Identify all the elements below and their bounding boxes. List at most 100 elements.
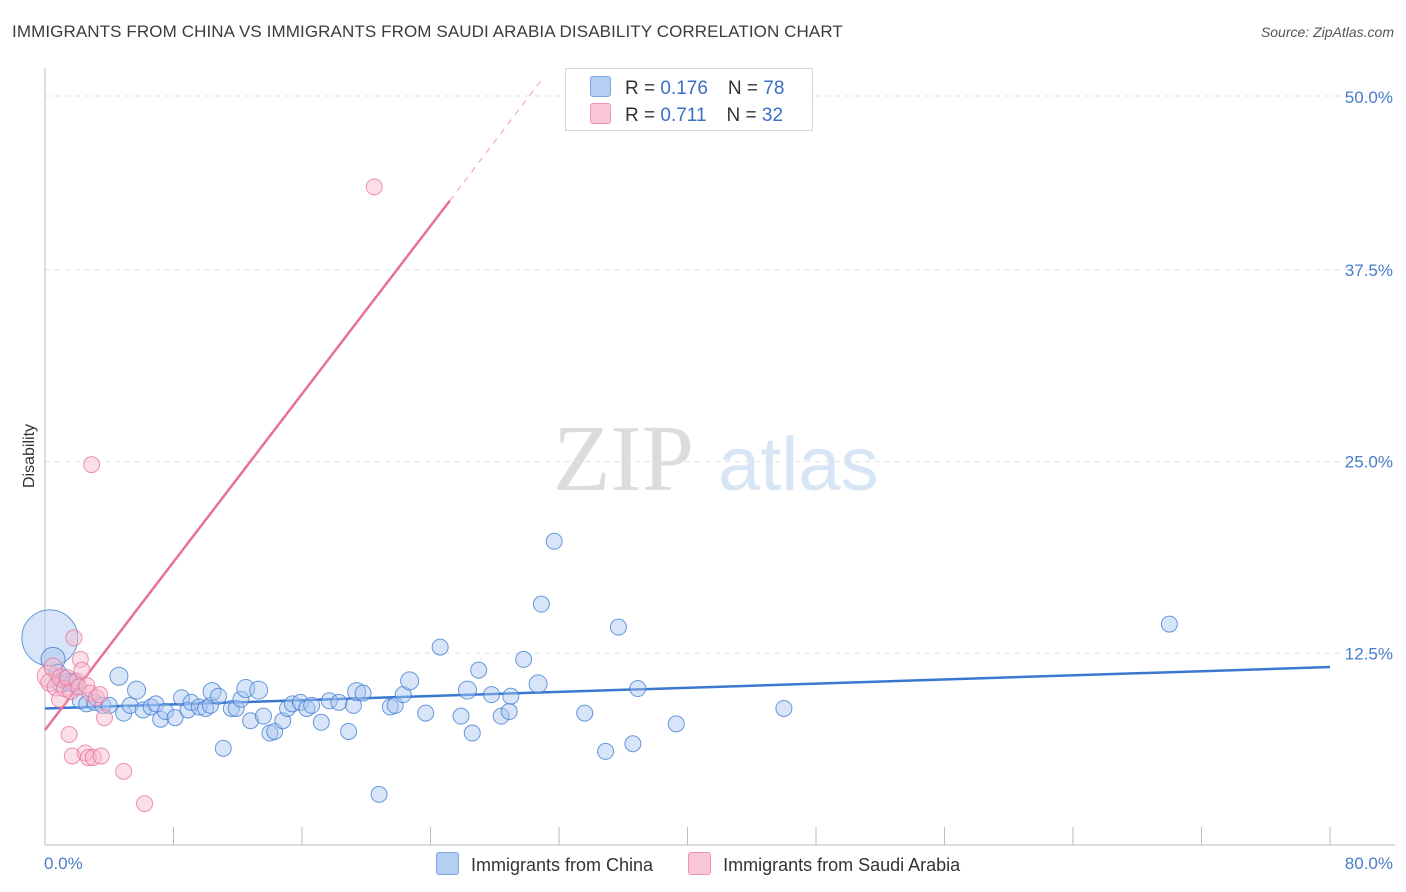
y-tick-label: 37.5% — [1345, 261, 1393, 280]
china-point — [347, 682, 367, 702]
china-point — [463, 724, 481, 742]
china-point — [344, 696, 362, 714]
china-point — [492, 707, 510, 725]
y-tick-label: 12.5% — [1345, 644, 1393, 663]
y-tick-label: 50.0% — [1345, 88, 1393, 107]
saudi-point — [91, 686, 109, 704]
china-point — [483, 686, 501, 704]
saudi-point — [60, 726, 78, 744]
saudi-point — [87, 689, 105, 707]
saudi-point — [136, 795, 154, 813]
saudi-point — [365, 178, 383, 196]
china-point — [528, 674, 548, 694]
china-point — [340, 722, 358, 740]
china-point — [330, 693, 348, 711]
china-point — [182, 693, 200, 711]
china-point — [21, 609, 79, 667]
legend-n-value-china: 78 — [763, 78, 785, 99]
china-point — [1160, 615, 1178, 633]
china-point — [500, 703, 518, 721]
china-point — [502, 687, 520, 705]
china-trend-line — [44, 665, 1331, 710]
china-point — [452, 707, 470, 725]
bottom-legend-swatch-saudi — [688, 852, 712, 875]
china-point — [214, 739, 232, 757]
legend-r-value-china: 0.176 — [660, 78, 708, 99]
y-tick-label: 25.0% — [1345, 453, 1393, 472]
saudi-point — [58, 669, 76, 687]
china-point — [121, 696, 139, 714]
legend-r-value-saudi: 0.711 — [660, 105, 707, 126]
china-point — [431, 638, 449, 656]
saudi-point — [71, 650, 89, 668]
china-point — [400, 671, 420, 691]
saudi-point — [43, 657, 63, 677]
china-point — [232, 690, 250, 708]
saudi-point — [95, 709, 113, 727]
china-point — [197, 699, 215, 717]
saudi-point — [73, 661, 91, 679]
china-point — [470, 661, 488, 679]
china-point — [775, 699, 793, 717]
saudi-point — [65, 629, 83, 647]
china-point — [667, 715, 685, 733]
legend-row-saudi: R = 0.711 N = 32 — [590, 103, 784, 126]
saudi-trend-line — [44, 199, 451, 731]
bottom-legend: Immigrants from China Immigrants from Sa… — [436, 852, 990, 876]
china-point — [254, 707, 272, 725]
china-point — [417, 704, 435, 722]
china-point — [166, 709, 184, 727]
legend-r-label: R = — [625, 105, 661, 126]
china-point — [609, 618, 627, 636]
china-point — [532, 595, 550, 613]
china-point — [545, 532, 563, 550]
china-point — [312, 713, 330, 731]
bottom-legend-china: Immigrants from China — [436, 852, 653, 876]
legend-row-china: R = 0.176 N = 78 — [590, 76, 785, 99]
saudi-point — [115, 762, 133, 780]
china-point — [515, 650, 533, 668]
bottom-legend-label-china: Immigrants from China — [471, 855, 654, 875]
china-point — [624, 735, 642, 753]
source-credit: Source: ZipAtlas.com — [1260, 24, 1394, 40]
china-point — [109, 666, 129, 686]
bottom-legend-saudi: Immigrants from Saudi Arabia — [688, 852, 960, 876]
legend-swatch-china — [590, 76, 611, 97]
legend-n-value-saudi: 32 — [761, 105, 784, 126]
legend-n-label: N = — [727, 78, 764, 99]
bottom-legend-label-saudi: Immigrants from Saudi Arabia — [723, 855, 961, 875]
china-point — [127, 680, 147, 700]
china-point — [156, 703, 174, 721]
chart-title: IMMIGRANTS FROM CHINA VS IMMIGRANTS FROM… — [12, 22, 843, 41]
china-point — [354, 684, 372, 702]
china-point — [370, 785, 388, 803]
legend-n-label: N = — [726, 105, 762, 126]
china-point — [629, 680, 647, 698]
china-point — [597, 742, 615, 760]
y-axis-label: Disability — [21, 424, 38, 488]
saudi-point — [92, 747, 110, 765]
china-point — [227, 699, 245, 717]
saudi-trend-extension — [449, 77, 544, 202]
x-tick-label: 0.0% — [44, 854, 83, 873]
legend-swatch-saudi — [590, 103, 611, 124]
saudi-point — [76, 744, 94, 762]
china-point — [576, 704, 594, 722]
china-point — [298, 699, 316, 717]
china-point — [242, 712, 260, 730]
watermark-atlas: atlas — [718, 422, 879, 507]
x-tick-label: 80.0% — [1345, 854, 1393, 873]
watermark-zip: ZIP — [553, 407, 694, 511]
china-point — [303, 696, 321, 714]
china-point — [209, 687, 227, 705]
china-point — [457, 680, 477, 700]
saudi-point — [83, 456, 101, 474]
bottom-legend-swatch-china — [436, 852, 459, 875]
china-point — [291, 693, 309, 711]
legend: R = 0.176 N = 78 R = 0.711 N = 32 — [565, 68, 813, 131]
legend-r-label: R = — [625, 78, 661, 99]
china-point — [249, 680, 269, 700]
saudi-point — [79, 749, 97, 767]
saudi-point — [62, 683, 80, 701]
